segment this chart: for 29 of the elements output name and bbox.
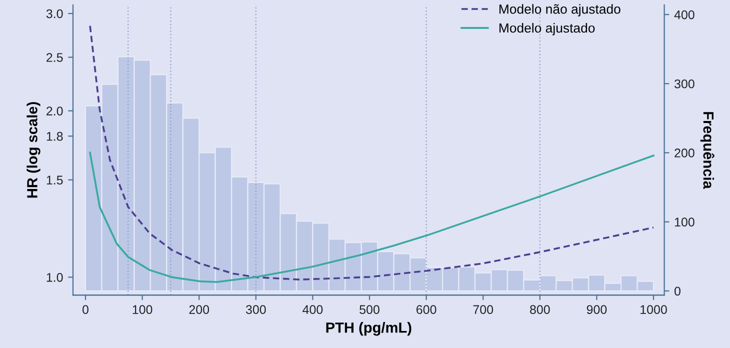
x-tick-label: 0 xyxy=(82,305,88,314)
x-axis-title: PTH (pg/mL) xyxy=(326,322,412,336)
y-tick-label: 2.5 xyxy=(46,53,63,62)
x-tick-label: 400 xyxy=(302,305,323,314)
x-tick-label: 300 xyxy=(246,305,266,314)
y2-tick-label: 0 xyxy=(674,286,680,296)
y-tick-label: 1.8 xyxy=(46,132,63,141)
y2-tick-label: 300 xyxy=(674,79,694,88)
y-tick-label: 3.0 xyxy=(46,9,63,18)
x-tick-label: 700 xyxy=(473,305,494,314)
x-tick-label: 500 xyxy=(360,305,380,314)
x-tick-label: 600 xyxy=(416,305,436,314)
legend-label: Modelo não ajustado xyxy=(499,4,620,16)
x-tick-label: 100 xyxy=(132,305,152,314)
line-series xyxy=(89,24,654,280)
y2-tick-label: 400 xyxy=(674,10,694,20)
y-tick-label: 2.0 xyxy=(46,106,63,116)
y-axis-title: HR (log scale) xyxy=(26,102,40,198)
line-series xyxy=(89,152,654,283)
legend-label: Modelo ajustado xyxy=(499,22,595,36)
y2-tick-label: 100 xyxy=(674,218,694,227)
y2-tick-label: 200 xyxy=(674,148,694,158)
x-tick-label: 1000 xyxy=(640,305,667,314)
x-tick-label: 900 xyxy=(586,305,607,314)
y2-axis-title: Frequência xyxy=(700,112,714,189)
x-tick-label: 800 xyxy=(530,305,550,314)
y-tick-label: 1.5 xyxy=(46,176,63,185)
x-tick-label: 200 xyxy=(189,305,210,314)
y-tick-label: 1.0 xyxy=(46,272,63,282)
